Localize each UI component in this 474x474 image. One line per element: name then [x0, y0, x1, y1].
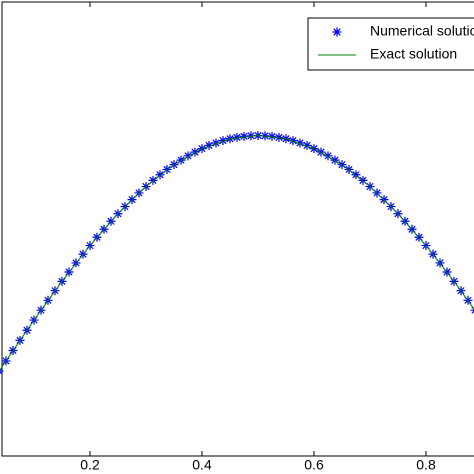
marker — [344, 164, 354, 174]
marker — [211, 138, 221, 148]
legend-label: Numerical solution — [370, 23, 474, 39]
marker — [288, 136, 298, 146]
marker — [148, 175, 158, 185]
x-tick-label: 0.6 — [304, 457, 324, 473]
marker — [323, 151, 333, 161]
marker — [232, 132, 242, 142]
marker — [260, 131, 270, 141]
line — [0, 135, 474, 371]
x-tick-label: 0.2 — [80, 457, 100, 473]
plot-area — [0, 131, 474, 375]
marker — [351, 170, 361, 180]
legend-label: Exact solution — [370, 46, 457, 62]
marker — [183, 151, 193, 161]
marker — [267, 131, 277, 141]
x-tick-label: 0.4 — [192, 457, 212, 473]
marker — [358, 175, 368, 185]
x-tick-label: 0.8 — [416, 457, 436, 473]
x-axis: 0.2 0.4 0.6 0.8 — [80, 2, 436, 473]
marker — [302, 140, 312, 150]
legend: Numerical solution Exact solution — [307, 17, 474, 71]
marker — [155, 170, 165, 180]
marker — [295, 138, 305, 148]
marker — [239, 131, 249, 141]
marker — [274, 132, 284, 142]
legend-box — [307, 17, 474, 71]
marker — [204, 140, 214, 150]
marker — [218, 136, 228, 146]
marker — [246, 131, 256, 141]
plot-frame — [1, 1, 474, 457]
marker — [332, 27, 342, 37]
marker — [162, 164, 172, 174]
